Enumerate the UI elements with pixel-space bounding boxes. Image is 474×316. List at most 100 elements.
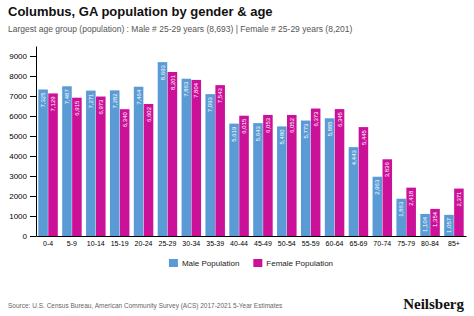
bar: [205, 94, 215, 236]
bar: [301, 121, 311, 236]
data-label: 5,480: [279, 129, 285, 145]
x-tick-label: 35-39: [206, 240, 224, 247]
y-tick-mark: [30, 56, 36, 57]
x-tick: 10-14: [87, 236, 105, 247]
x-tick: 40-44: [230, 236, 248, 247]
x-tick: 60-64: [326, 236, 344, 247]
x-tick-label: 70-74: [373, 240, 391, 247]
data-label: 7,487: [64, 89, 70, 105]
legend-swatch: [253, 259, 262, 267]
bar: [454, 189, 464, 236]
data-label: 5,885: [327, 121, 333, 137]
y-axis-line: [36, 47, 37, 237]
data-label: 5,445: [361, 129, 367, 145]
y-tick-label: 0: [23, 232, 28, 241]
x-tick: 75-79: [397, 236, 415, 247]
y-tick: 9000: [9, 52, 36, 61]
x-tick-label: 45-49: [254, 240, 272, 247]
data-label: 7,464: [136, 89, 142, 105]
bar: [383, 159, 393, 236]
x-axis: 0-4 5-9 10-14 15-19 20-24 25-29 30-34 35-39 40-4…: [37, 236, 467, 247]
x-tick: 50-54: [278, 236, 296, 247]
data-label: 7,863: [183, 81, 189, 97]
data-label: 6,915: [74, 100, 80, 116]
x-tick: 35-39: [206, 236, 224, 247]
bar: [72, 98, 82, 236]
x-tick-label: 65-69: [349, 240, 367, 247]
x-tick-label: 25-29: [158, 240, 176, 247]
x-tick-label: 5-9: [67, 240, 77, 247]
x-tick: 80-84: [421, 236, 439, 247]
x-tick-label: 75-79: [397, 240, 415, 247]
y-tick-label: 6000: [9, 112, 27, 121]
y-tick: 0: [23, 232, 36, 241]
brand-text: Neilsberg: [403, 296, 464, 312]
x-tick-label: 0-4: [43, 240, 53, 247]
data-label: 1,354: [432, 211, 438, 227]
x-tick: 15-19: [111, 236, 129, 247]
bar: [430, 209, 440, 236]
data-label: 7,093: [207, 96, 213, 112]
data-labels: 7,3257,4877,2717,2827,4648,6937,8637,093…: [40, 64, 462, 232]
data-label: 7,804: [193, 82, 199, 98]
x-tick-label: 30-34: [182, 240, 200, 247]
data-label: 5,643: [255, 125, 261, 141]
data-label: 6,340: [122, 112, 128, 128]
y-tick: 1000: [9, 212, 36, 221]
data-label: 1,863: [398, 201, 404, 217]
bar: [192, 80, 202, 236]
bar: [359, 127, 369, 236]
bar: [373, 177, 383, 236]
data-label: 7,325: [40, 92, 46, 108]
bars: [38, 62, 463, 236]
bar: [62, 86, 72, 236]
y-tick-label: 2000: [9, 192, 27, 201]
bar: [168, 72, 178, 236]
x-tick: 85+: [448, 236, 460, 247]
bar: [311, 109, 321, 236]
y-tick-mark: [30, 96, 36, 97]
bar: [182, 79, 192, 236]
legend-item: Female Population: [253, 259, 333, 268]
x-tick-label: 15-19: [111, 240, 129, 247]
y-tick-label: 9000: [9, 52, 27, 61]
bar: [325, 118, 335, 236]
title: Columbus, GA population by gender & age: [8, 4, 273, 19]
data-label: 5,619: [231, 126, 237, 142]
bar: [263, 115, 273, 236]
x-tick-label: 60-64: [326, 240, 344, 247]
x-tick: 20-24: [135, 236, 153, 247]
source-text: Source: U.S. Census Bureau, American Com…: [8, 302, 283, 310]
y-tick: 3000: [9, 172, 36, 181]
x-tick-label: 85+: [448, 240, 460, 247]
data-label: 6,373: [313, 111, 319, 127]
x-tick-label: 40-44: [230, 240, 248, 247]
y-tick-mark: [30, 176, 36, 177]
bar: [287, 115, 297, 236]
data-label: 6,973: [98, 99, 104, 115]
bar: [38, 90, 48, 237]
y-tick-label: 5000: [9, 132, 27, 141]
data-label: 7,271: [88, 93, 94, 109]
x-tick-label: 10-14: [87, 240, 105, 247]
data-label: 6,015: [241, 118, 247, 134]
bar: [253, 123, 263, 236]
bar: [420, 214, 430, 236]
y-tick-mark: [30, 216, 36, 217]
plot: 01000200030004000500060007000800090000-4…: [9, 47, 466, 247]
legend-swatch: [169, 259, 178, 267]
y-axis: 0100020003000400050006000700080009000: [9, 47, 36, 242]
y-tick: 5000: [9, 132, 36, 141]
bar: [96, 97, 106, 236]
y-tick-mark: [30, 136, 36, 137]
y-tick-label: 3000: [9, 172, 27, 181]
x-tick: 0-4: [43, 236, 53, 247]
y-tick: 8000: [9, 72, 36, 81]
x-tick: 70-74: [373, 236, 391, 247]
x-tick: 5-9: [67, 236, 77, 247]
bar: [239, 116, 249, 236]
x-tick-label: 80-84: [421, 240, 439, 247]
y-tick-mark: [30, 196, 36, 197]
y-tick-mark: [30, 116, 36, 117]
y-tick-label: 4000: [9, 152, 27, 161]
